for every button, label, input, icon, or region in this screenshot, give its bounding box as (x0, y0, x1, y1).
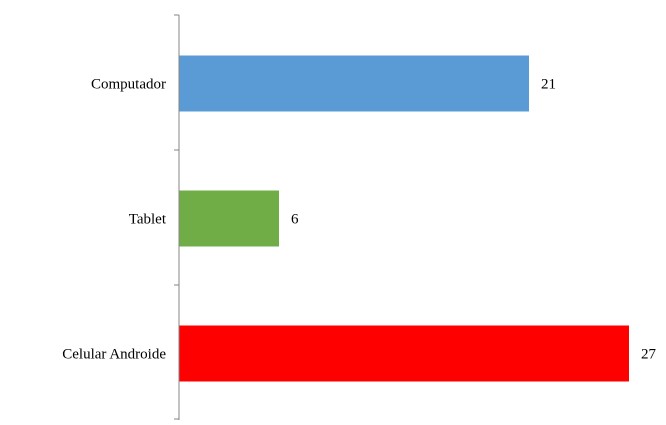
data-label-celular-androide: 27 (641, 347, 657, 363)
category-label-celular-androide: Celular Androide (62, 347, 166, 363)
bars-group (179, 55, 629, 382)
bar-tablet (179, 190, 279, 247)
category-label-computador: Computador (91, 77, 166, 93)
category-label-tablet: Tablet (129, 212, 167, 228)
category-axis (174, 14, 180, 420)
data-label-computador: 21 (541, 77, 556, 93)
data-label-tablet: 6 (291, 212, 299, 228)
bar-celular-androide (179, 325, 629, 382)
labels-group: 21 Computador 6 Tablet 27 Celular Androide (62, 77, 656, 363)
bar-computador (179, 55, 529, 112)
